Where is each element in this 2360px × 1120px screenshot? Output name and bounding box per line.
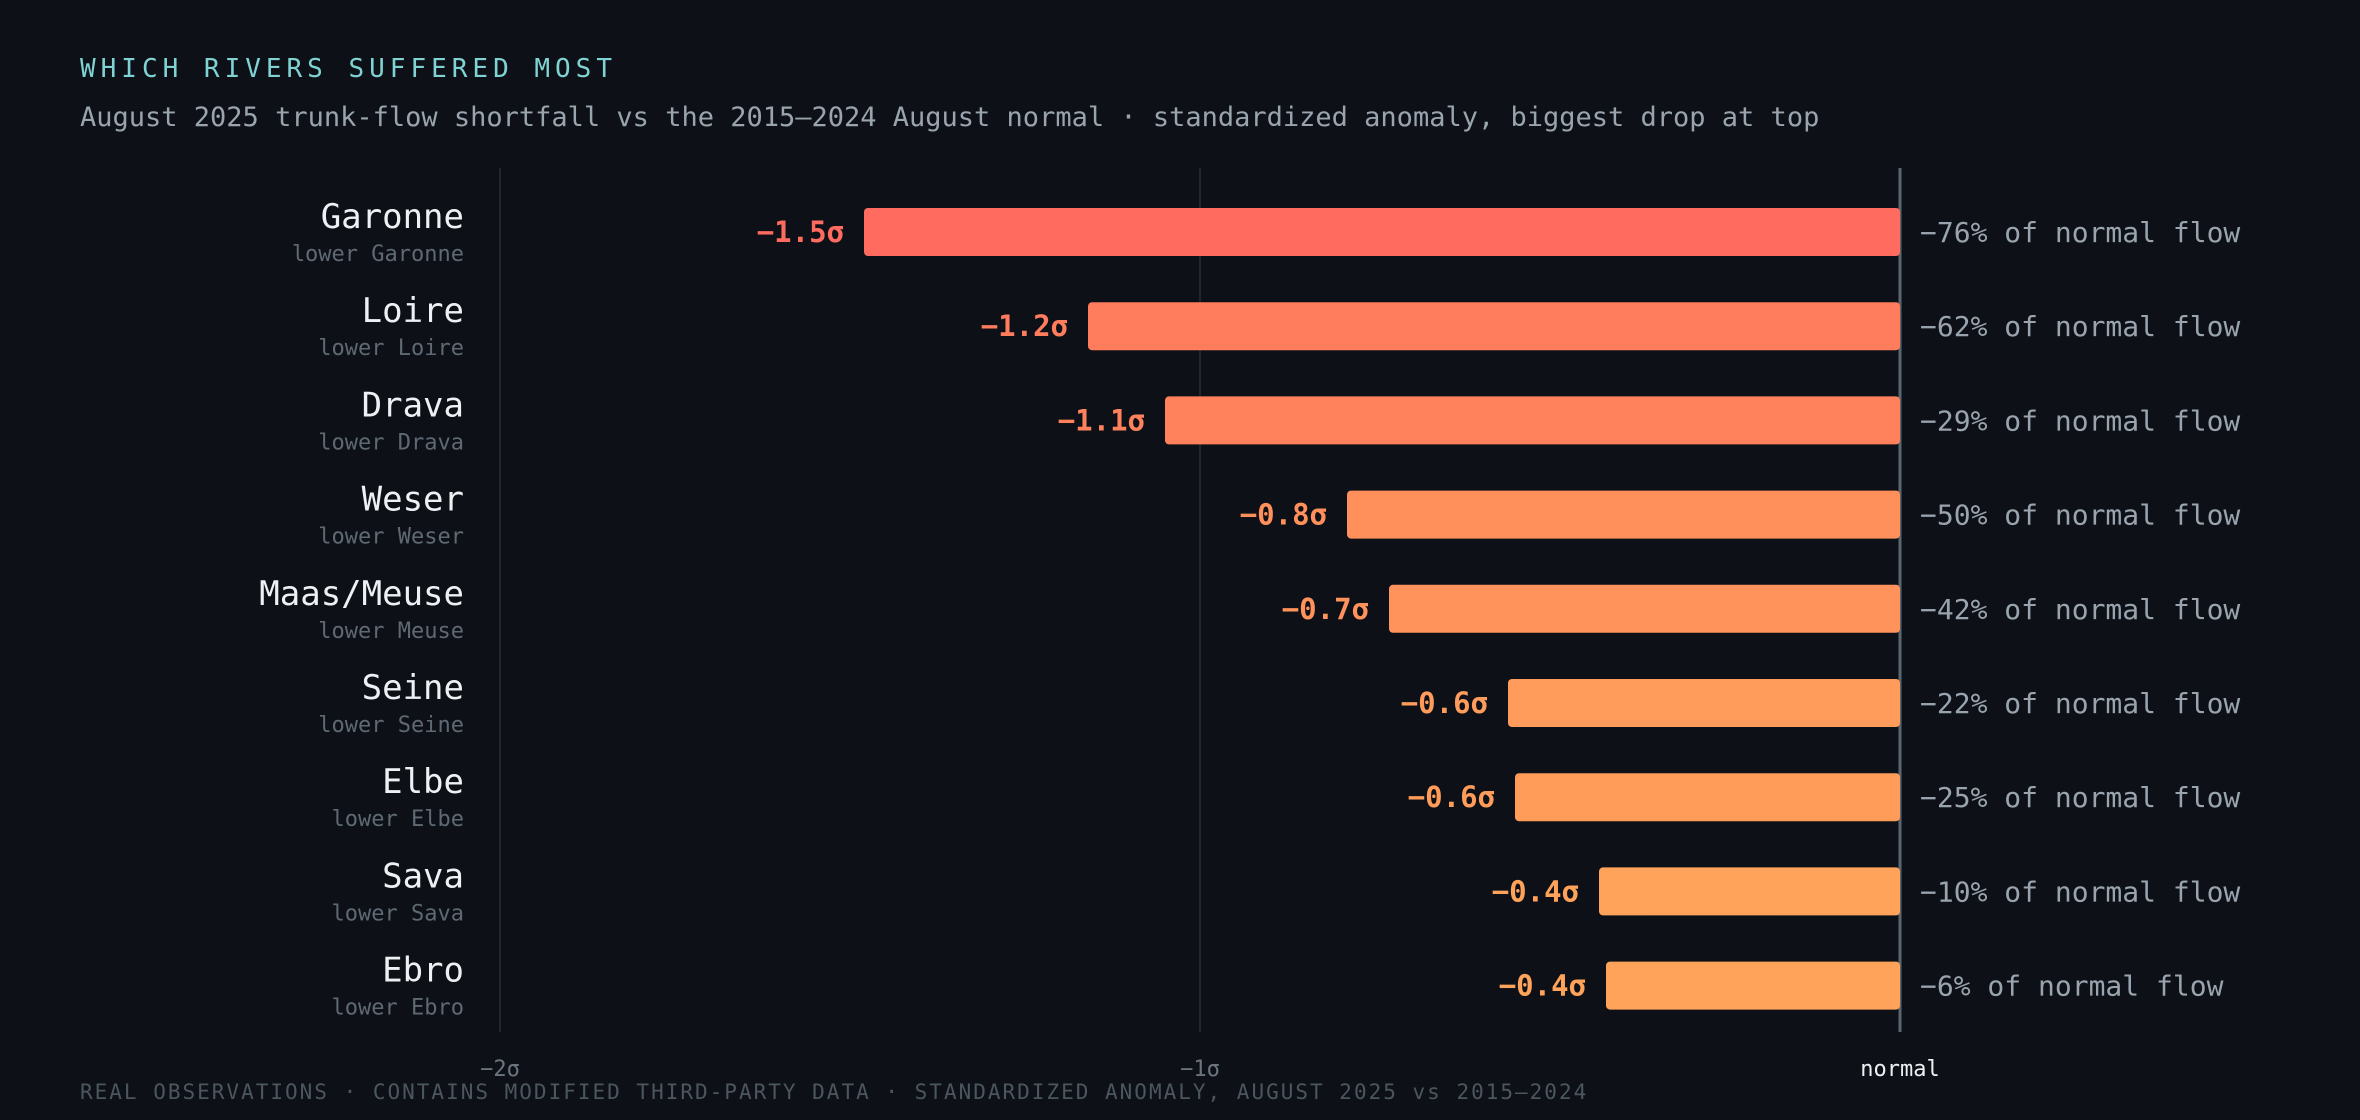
category-sublabel: lower Meuse bbox=[318, 619, 464, 644]
category-sublabel: lower Weser bbox=[318, 525, 464, 550]
bar-sava bbox=[1599, 867, 1900, 916]
bar-seine bbox=[1508, 679, 1900, 727]
bar-value-label: −0.4σ bbox=[1499, 969, 1586, 1003]
percent-of-normal-label: −29% of normal flow bbox=[1920, 404, 2240, 437]
category-label: Elbe bbox=[382, 762, 464, 802]
category-sublabel: lower Drava bbox=[318, 430, 464, 455]
category-sublabel: lower Sava bbox=[332, 901, 464, 926]
percent-of-normal-label: −6% of normal flow bbox=[1920, 970, 2224, 1003]
bar-weser bbox=[1347, 490, 1900, 539]
bar-value-label: −0.6σ bbox=[1401, 686, 1488, 720]
bar-drava bbox=[1165, 396, 1900, 445]
category-sublabel: lower Loire bbox=[318, 336, 464, 361]
bar-elbe bbox=[1515, 773, 1900, 822]
category-sublabel: lower Garonne bbox=[292, 242, 464, 267]
category-label: Maas/Meuse bbox=[259, 574, 464, 614]
category-label: Loire bbox=[362, 291, 464, 331]
bar-value-label: −0.7σ bbox=[1282, 592, 1369, 626]
category-label: Seine bbox=[362, 668, 464, 708]
chart-kicker: WHICH RIVERS SUFFERED MOST bbox=[80, 54, 617, 84]
bar-maas-meuse bbox=[1389, 584, 1900, 633]
percent-of-normal-label: −10% of normal flow bbox=[1920, 875, 2240, 908]
percent-of-normal-label: −62% of normal flow bbox=[1920, 310, 2240, 343]
chart-subtitle: August 2025 trunk‑flow shortfall vs the … bbox=[80, 102, 1820, 133]
category-label: Drava bbox=[362, 385, 464, 425]
category-sublabel: lower Elbe bbox=[332, 807, 464, 832]
bar-garonne bbox=[864, 208, 1900, 256]
category-label: Weser bbox=[362, 480, 464, 520]
percent-of-normal-label: −50% of normal flow bbox=[1920, 499, 2240, 532]
bars-layer bbox=[864, 208, 1900, 1010]
x-axis-ticks: −2σ −1σ normal bbox=[480, 1057, 1940, 1082]
x-tick-label: −1σ bbox=[1180, 1057, 1220, 1082]
percent-of-normal-label: −76% of normal flow bbox=[1920, 216, 2240, 249]
chart-footer-note: REAL OBSERVATIONS · CONTAINS MODIFIED TH… bbox=[80, 1080, 1589, 1104]
x-tick-label: −2σ bbox=[480, 1057, 520, 1082]
category-sublabel: lower Ebro bbox=[332, 996, 464, 1021]
percent-of-normal-label: −25% of normal flow bbox=[1920, 781, 2240, 814]
percent-of-normal-label: −22% of normal flow bbox=[1920, 687, 2240, 720]
bar-value-label: −1.5σ bbox=[757, 215, 844, 249]
x-tick-label: normal bbox=[1860, 1057, 1939, 1082]
bar-value-label: −0.4σ bbox=[1492, 874, 1579, 908]
labels-layer: −1.5σ −76% of normal flow Garonne lower Gar… bbox=[259, 197, 2240, 1021]
category-sublabel: lower Seine bbox=[318, 713, 464, 738]
bar-value-label: −0.8σ bbox=[1240, 498, 1327, 532]
bar-value-label: −1.1σ bbox=[1058, 403, 1145, 437]
bar-value-label: −1.2σ bbox=[981, 309, 1068, 343]
category-label: Garonne bbox=[321, 197, 464, 237]
category-label: Ebro bbox=[382, 951, 464, 991]
percent-of-normal-label: −42% of normal flow bbox=[1920, 593, 2240, 626]
category-label: Sava bbox=[382, 856, 464, 896]
bar-value-label: −0.6σ bbox=[1408, 780, 1495, 814]
bar-loire bbox=[1088, 302, 1900, 351]
bar-ebro bbox=[1606, 961, 1900, 1010]
